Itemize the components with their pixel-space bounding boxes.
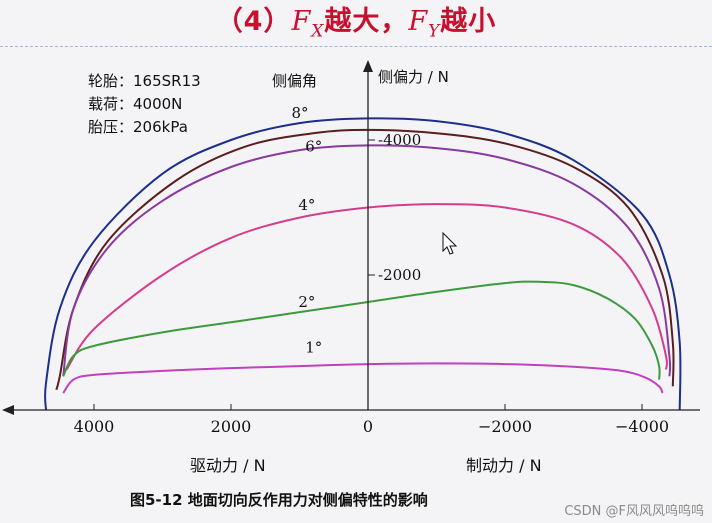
y-tick-label: -4000 bbox=[378, 131, 421, 149]
spec-load: 载荷：4000N bbox=[88, 95, 182, 113]
curve-label: 2° bbox=[298, 293, 315, 311]
figure-caption: 图5-12 地面切向反作用力对侧偏特性的影响 bbox=[130, 491, 428, 509]
mouse-cursor-icon bbox=[442, 231, 458, 255]
fy-subscript: Y bbox=[428, 21, 441, 42]
y-tick-labels: -4000 -2000 bbox=[378, 131, 421, 284]
title-open: （4） bbox=[215, 6, 292, 37]
legend-title: 侧偏角 bbox=[272, 72, 317, 90]
y-tick-marks bbox=[368, 139, 375, 276]
curve-label: 6° bbox=[305, 138, 322, 156]
fy-letter: F bbox=[408, 6, 429, 37]
spec-pressure: 胎压：206kPa bbox=[88, 118, 188, 136]
x-tick-label: 4000 bbox=[74, 417, 115, 436]
x-tick-labels: 4000 2000 0 −2000 −4000 bbox=[74, 417, 669, 436]
y-axis-arrow bbox=[363, 60, 373, 72]
x-label-driving: 驱动力 / N bbox=[190, 456, 266, 475]
fx-subscript: X bbox=[311, 21, 325, 42]
spec-tire: 轮胎：165SR13 bbox=[88, 72, 201, 90]
x-tick-label: 0 bbox=[363, 417, 373, 436]
series-curves bbox=[44, 117, 682, 411]
series-line-2deg bbox=[62, 280, 661, 380]
title-mid: 越大， bbox=[324, 6, 409, 37]
watermark: CSDN @F风风风呜呜呜 bbox=[564, 504, 704, 519]
series-line-7deg bbox=[55, 128, 675, 391]
y-axis-label: 侧偏力 / N bbox=[378, 68, 449, 86]
fx-letter: F bbox=[291, 6, 312, 37]
curve-label: 1° bbox=[305, 339, 322, 357]
curve-labels: 8° 6° 4° 2° 1° bbox=[292, 104, 323, 357]
x-tick-marks bbox=[93, 404, 643, 410]
series-line-6deg bbox=[62, 144, 672, 377]
curve-label: 8° bbox=[292, 104, 309, 122]
y-tick-label: -2000 bbox=[378, 266, 421, 284]
x-tick-label: −2000 bbox=[478, 417, 532, 436]
x-axis-arrow bbox=[2, 405, 14, 415]
x-tick-label: −4000 bbox=[615, 417, 669, 436]
curve-label: 4° bbox=[298, 196, 315, 214]
title-end: 越小 bbox=[440, 6, 497, 37]
x-label-braking: 制动力 / N bbox=[466, 456, 542, 475]
slide-title: （4）FX越大，FY越小 bbox=[0, 0, 712, 44]
title-divider bbox=[0, 46, 712, 47]
series-line-4deg bbox=[65, 203, 669, 371]
series-line-8deg bbox=[44, 117, 682, 411]
series-line-1deg bbox=[62, 362, 664, 394]
x-tick-label: 2000 bbox=[211, 417, 252, 436]
